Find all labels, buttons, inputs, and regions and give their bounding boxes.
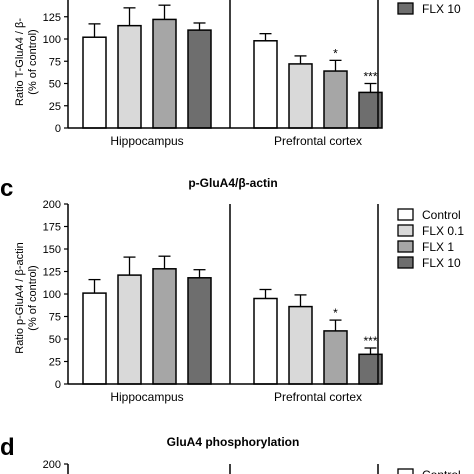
legend: FLX 10 — [397, 2, 461, 16]
significance-label: * — [333, 306, 338, 320]
bar — [187, 29, 212, 129]
legend-label: FLX 10 — [422, 256, 461, 270]
x-axis-group-label: Hippocampus — [110, 390, 183, 404]
y-tick-label: 125 — [43, 12, 61, 24]
x-axis-group-label: Hippocampus — [110, 134, 183, 148]
bar-group: **** — [82, 4, 383, 129]
x-axis-group-labels: Hippocampus Prefrontal cortex — [110, 134, 362, 148]
legend-label: FLX 1 — [422, 240, 454, 254]
y-axis-ticks: 200 — [43, 459, 68, 471]
legend-label: FLX 10 — [422, 2, 461, 16]
axes — [67, 204, 379, 385]
bar — [117, 24, 142, 129]
y-tick-label: 75 — [49, 312, 61, 324]
legend-swatch — [397, 2, 414, 15]
legend-label: FLX 0.1 — [422, 224, 464, 238]
bar — [323, 330, 348, 385]
legend: Control FLX 0.1 FLX 1 FLX 10 — [397, 208, 464, 270]
legend-swatch — [397, 468, 414, 474]
bar — [117, 274, 142, 385]
panel-letter: c — [0, 175, 13, 202]
legend-swatch — [397, 208, 414, 221]
chart-title: GluA4 phosphorylation — [167, 435, 300, 449]
y-tick-label: 0 — [55, 379, 61, 391]
bar — [323, 70, 348, 129]
bar — [82, 36, 107, 129]
significance-label: *** — [363, 70, 377, 84]
legend-swatch — [397, 240, 414, 253]
y-axis-label-line1: Ratio p-GluA4 / β-actin — [14, 242, 26, 353]
y-tick-label: 25 — [49, 357, 61, 369]
chart-panel-c: c p-GluA4/β-actin Ratio p-GluA4 / β-acti… — [0, 175, 464, 404]
y-tick-label: 100 — [43, 289, 61, 301]
y-tick-label: 0 — [55, 123, 61, 135]
y-axis-ticks: 0 25 50 75 100 125 150 175 200 — [43, 199, 68, 391]
y-tick-label: 25 — [49, 101, 61, 113]
y-tick-label: 200 — [43, 459, 61, 471]
axes — [67, 464, 379, 474]
legend: Control — [397, 468, 461, 474]
y-tick-label: 150 — [43, 244, 61, 256]
legend-label: Control — [422, 468, 461, 474]
bar — [152, 268, 177, 385]
bar — [187, 277, 212, 385]
x-axis-group-label: Prefrontal cortex — [274, 134, 362, 148]
y-axis-label-line2: (% of control) — [27, 29, 39, 94]
panel-letter: d — [0, 434, 15, 461]
significance-label: *** — [363, 334, 377, 348]
legend-swatch — [397, 224, 414, 237]
bar-group: **** — [82, 255, 383, 385]
bar — [152, 18, 177, 129]
y-tick-label: 175 — [43, 222, 61, 234]
bar — [253, 297, 278, 385]
y-tick-label: 200 — [43, 199, 61, 211]
significance-label: * — [333, 46, 338, 60]
y-tick-label: 100 — [43, 34, 61, 46]
y-tick-label: 50 — [49, 79, 61, 91]
y-tick-label: 50 — [49, 334, 61, 346]
y-axis-ticks: 0 25 50 75 100 125 — [43, 12, 68, 135]
y-axis-label-line2: (% of control) — [27, 265, 39, 330]
y-tick-label: 75 — [49, 56, 61, 68]
y-axis-label-line1: Ratio T-GluA4 / β- — [14, 18, 26, 106]
bar — [253, 40, 278, 129]
y-tick-label: 125 — [43, 267, 61, 279]
chart-title: p-GluA4/β-actin — [188, 176, 277, 190]
axes — [67, 0, 379, 129]
bar — [82, 292, 107, 385]
y-axis-label: Ratio T-GluA4 / β- (% of control) — [14, 18, 39, 106]
chart-panel-b: Ratio T-GluA4 / β- (% of control) 0 25 50 7… — [14, 0, 461, 148]
y-axis-label: Ratio p-GluA4 / β-actin (% of control) — [14, 242, 39, 353]
x-axis-group-label: Prefrontal cortex — [274, 390, 362, 404]
bar — [288, 63, 313, 129]
legend-label: Control — [422, 208, 461, 222]
x-axis-group-labels: Hippocampus Prefrontal cortex — [110, 390, 362, 404]
bar — [288, 305, 313, 385]
chart-panel-d: d GluA4 phosphorylation 200 Control — [0, 434, 461, 474]
legend-swatch — [397, 256, 414, 269]
